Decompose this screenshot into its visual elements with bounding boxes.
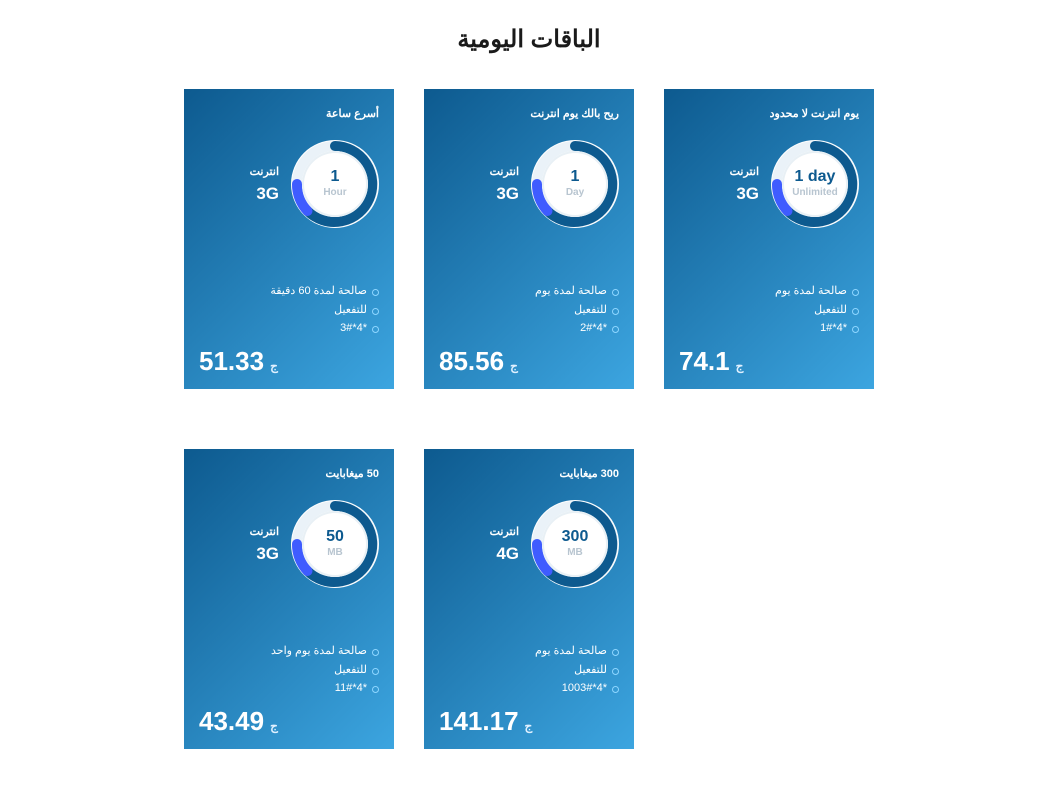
activation-code: *4*11# <box>199 679 379 698</box>
card-body: 1 Day انترنت 3G <box>439 140 619 228</box>
card-body: 1 Hour انترنت 3G <box>199 140 379 228</box>
package-card[interactable]: 50 ميغابايت 50 MB انترنت 3G <box>184 449 394 749</box>
gauge-sub-text: MB <box>567 547 583 559</box>
gauge: 1 Day <box>531 140 619 228</box>
gauge: 1 Hour <box>291 140 379 228</box>
gauge: 300 MB <box>531 500 619 588</box>
page-title: الباقات اليومية <box>0 0 1058 89</box>
package-card[interactable]: ريح بالك يوم انترنت 1 Day انترنت <box>424 89 634 389</box>
card-title: 50 ميغابايت <box>199 467 379 480</box>
card-body: 300 MB انترنت 4G <box>439 500 619 588</box>
gauge-sub-text: Hour <box>323 187 346 199</box>
card-details: صالحة لمدة يوم للتفعيل *4*1# <box>679 282 859 338</box>
activation-label: للتفعيل <box>439 301 619 320</box>
price-row: 51.33 ج <box>199 346 379 377</box>
card-title: أسرع ساعة <box>199 107 379 120</box>
activation-code: *4*3# <box>199 319 379 338</box>
activation-code: *4*1# <box>679 319 859 338</box>
currency: ج <box>270 359 278 373</box>
card-details: صالحة لمدة يوم للتفعيل *4*2# <box>439 282 619 338</box>
card-details: صالحة لمدة 60 دقيقة للتفعيل *4*3# <box>199 282 379 338</box>
card-title: ريح بالك يوم انترنت <box>439 107 619 120</box>
currency: ج <box>736 359 744 373</box>
activation-label: للتفعيل <box>199 661 379 680</box>
net-label: انترنت <box>250 165 279 178</box>
card-title: 300 ميغابايت <box>439 467 619 480</box>
gauge-sub-text: MB <box>327 547 343 559</box>
validity-text: صالحة لمدة يوم <box>439 282 619 301</box>
gauge-main-text: 50 <box>326 529 344 545</box>
package-card[interactable]: أسرع ساعة 1 Hour انترنت 3G <box>184 89 394 389</box>
price-row: 43.49 ج <box>199 706 379 737</box>
gauge: 50 MB <box>291 500 379 588</box>
card-details: صالحة لمدة يوم واحد للتفعيل *4*11# <box>199 642 379 698</box>
price-value: 85.56 <box>439 346 504 377</box>
currency: ج <box>270 719 278 733</box>
net-label: انترنت <box>490 525 519 538</box>
price-value: 74.1 <box>679 346 730 377</box>
price-row: 141.17 ج <box>439 706 619 737</box>
net-label: انترنت <box>730 165 759 178</box>
price-value: 43.49 <box>199 706 264 737</box>
activation-code: *4*2# <box>439 319 619 338</box>
net-label: انترنت <box>490 165 519 178</box>
activation-label: للتفعيل <box>439 661 619 680</box>
activation-label: للتفعيل <box>679 301 859 320</box>
activation-code: *4*1003# <box>439 679 619 698</box>
validity-text: صالحة لمدة يوم واحد <box>199 642 379 661</box>
package-card[interactable]: يوم انترنت لا محدود 1 day Unlimited انتر… <box>664 89 874 389</box>
price-row: 74.1 ج <box>679 346 859 377</box>
net-label: انترنت <box>250 525 279 538</box>
validity-text: صالحة لمدة يوم <box>679 282 859 301</box>
validity-text: صالحة لمدة 60 دقيقة <box>199 282 379 301</box>
package-card[interactable]: 300 ميغابايت 300 MB انترنت 4G <box>424 449 634 749</box>
validity-text: صالحة لمدة يوم <box>439 642 619 661</box>
net-value: 4G <box>490 544 519 564</box>
gauge-main-text: 1 <box>571 169 580 185</box>
gauge-main-text: 300 <box>562 529 589 545</box>
card-title: يوم انترنت لا محدود <box>679 107 859 120</box>
activation-label: للتفعيل <box>199 301 379 320</box>
currency: ج <box>525 719 533 733</box>
gauge-sub-text: Unlimited <box>792 187 838 199</box>
gauge: 1 day Unlimited <box>771 140 859 228</box>
net-value: 3G <box>250 184 279 204</box>
card-details: صالحة لمدة يوم للتفعيل *4*1003# <box>439 642 619 698</box>
gauge-main-text: 1 day <box>795 169 836 185</box>
currency: ج <box>510 359 518 373</box>
net-value: 3G <box>250 544 279 564</box>
gauge-sub-text: Day <box>566 187 584 199</box>
card-body: 50 MB انترنت 3G <box>199 500 379 588</box>
price-value: 141.17 <box>439 706 519 737</box>
net-value: 3G <box>490 184 519 204</box>
price-row: 85.56 ج <box>439 346 619 377</box>
cards-grid: يوم انترنت لا محدود 1 day Unlimited انتر… <box>0 89 1058 749</box>
card-body: 1 day Unlimited انترنت 3G <box>679 140 859 228</box>
net-value: 3G <box>730 184 759 204</box>
gauge-main-text: 1 <box>331 169 340 185</box>
price-value: 51.33 <box>199 346 264 377</box>
